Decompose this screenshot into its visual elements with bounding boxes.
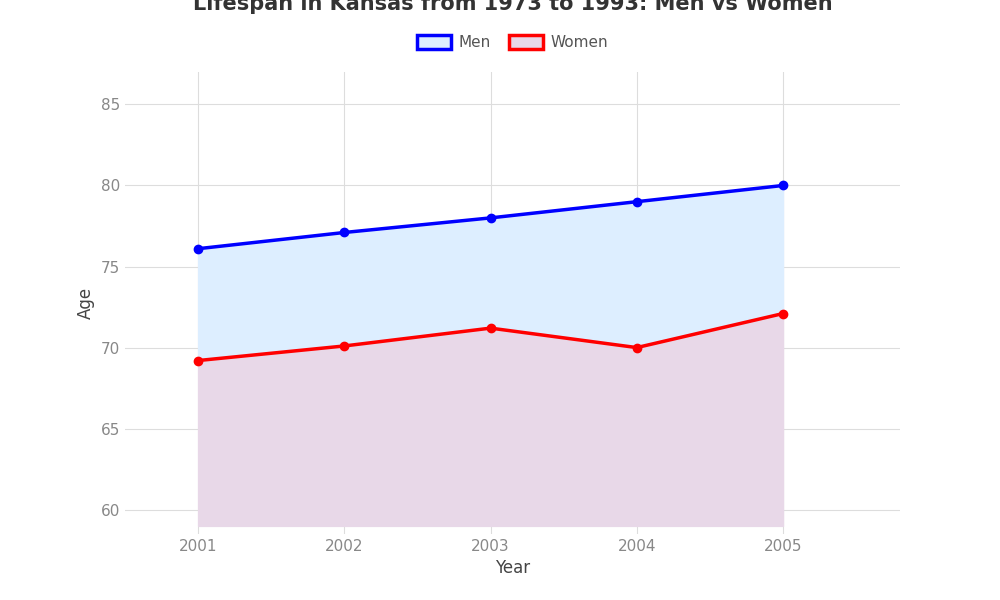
X-axis label: Year: Year [495, 559, 530, 577]
Legend: Men, Women: Men, Women [411, 29, 614, 56]
Y-axis label: Age: Age [77, 287, 95, 319]
Title: Lifespan in Kansas from 1973 to 1993: Men vs Women: Lifespan in Kansas from 1973 to 1993: Me… [193, 0, 832, 13]
